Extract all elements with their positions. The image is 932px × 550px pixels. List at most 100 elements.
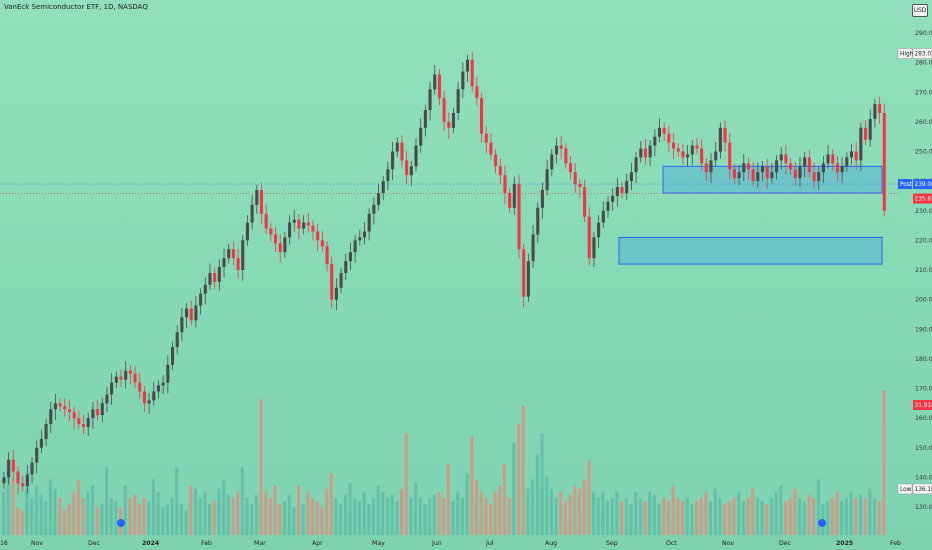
candle [629, 172, 633, 182]
volume-bar [802, 501, 806, 535]
candle [536, 207, 540, 235]
candle [194, 305, 198, 321]
candle [395, 142, 399, 152]
candle [227, 249, 231, 259]
volume-bar [81, 497, 85, 535]
candle [859, 127, 863, 161]
candle [475, 86, 479, 99]
volume-value: 31.918M [915, 403, 932, 409]
volume-bar [798, 497, 802, 535]
candle [180, 317, 184, 333]
candle [334, 287, 338, 300]
y-tick-label: 280.00 [915, 60, 932, 67]
volume-bar [86, 491, 90, 535]
candle [854, 151, 858, 161]
volume-bar [559, 491, 563, 535]
candle [508, 192, 512, 208]
candle [86, 418, 90, 428]
candle [732, 169, 736, 179]
candle [100, 403, 104, 416]
candle [288, 222, 292, 238]
volume-bar [6, 467, 10, 535]
candle [250, 204, 254, 223]
candle [213, 272, 217, 282]
volume-bar [62, 510, 66, 535]
volume-bar [268, 497, 272, 535]
volume-bar [16, 507, 20, 535]
candle [672, 142, 676, 149]
volume-bar [114, 501, 118, 535]
candle [30, 462, 34, 475]
volume-bar [751, 488, 755, 535]
volume-bar [648, 491, 652, 535]
candle [105, 394, 109, 404]
candle [615, 187, 619, 196]
volume-bar [582, 479, 586, 535]
x-tick-label: Aug [545, 540, 557, 547]
volume-bar [858, 494, 862, 535]
volume-bar [357, 501, 361, 535]
candle [292, 219, 296, 223]
volume-bar [311, 497, 315, 535]
candle [686, 154, 690, 158]
volume-bar [362, 491, 366, 535]
volume-bar [760, 501, 764, 535]
candle [166, 364, 170, 383]
volume-bar [723, 504, 727, 535]
volume-bar [666, 501, 671, 535]
post-label-box [898, 179, 912, 190]
volume-bar [371, 497, 376, 535]
volume-bar [676, 497, 680, 535]
candle [690, 145, 694, 155]
volume-bar [414, 482, 418, 535]
candle [21, 483, 25, 487]
candle [133, 373, 137, 383]
candle [835, 163, 839, 173]
volume-bar [390, 494, 394, 535]
volume-bar [95, 507, 99, 535]
candle [316, 231, 320, 241]
candle [203, 284, 207, 294]
volume-bar [278, 504, 282, 535]
candle [798, 166, 802, 179]
candle [470, 59, 474, 87]
currency-button[interactable]: USD [912, 4, 928, 17]
volume-bar [882, 390, 886, 535]
candle [662, 127, 666, 134]
candle [789, 163, 793, 170]
volume-bar [713, 488, 717, 535]
candle [7, 459, 11, 478]
candle [222, 258, 226, 268]
volume-bar [695, 501, 699, 535]
last-value: 235.81 [915, 197, 932, 203]
volume-bar [231, 497, 235, 535]
volume-bar [175, 467, 179, 535]
volume-bar [826, 501, 830, 535]
volume-bar [868, 488, 872, 535]
candle [554, 145, 559, 155]
candle [812, 172, 816, 182]
x-tick-label: Apr [312, 540, 323, 547]
low-label: Low [900, 487, 912, 493]
x-tick-label: Nov [31, 540, 43, 547]
x-tick-label: 2025 [836, 540, 853, 547]
candle [634, 157, 638, 173]
candle [297, 219, 301, 229]
candle [278, 243, 282, 253]
volume-bar [147, 501, 151, 535]
volume-bar [208, 504, 212, 535]
volume-bar [540, 433, 544, 535]
volume-bar [30, 497, 34, 535]
candle [330, 264, 334, 300]
volume-bar [301, 504, 305, 535]
volume-bar [835, 491, 839, 535]
volume-bar [245, 497, 249, 535]
candle [826, 154, 830, 164]
candle [386, 169, 390, 182]
volume-bar [100, 504, 104, 535]
high-label-box [897, 48, 913, 59]
volume-bar [193, 488, 198, 535]
volume-bar [779, 485, 783, 535]
